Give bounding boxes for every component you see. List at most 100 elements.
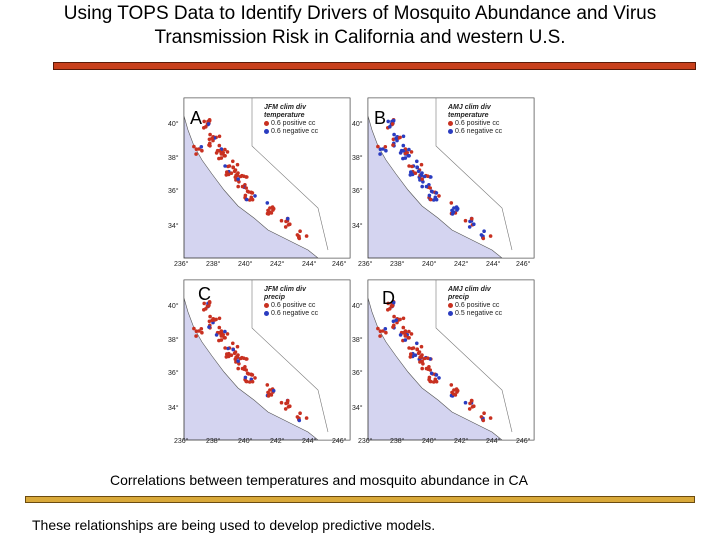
lon-label-240: 240°: [238, 261, 253, 268]
positive-station-dot: [237, 362, 241, 366]
positive-station-dot: [391, 325, 395, 329]
positive-station-dot: [219, 333, 224, 338]
negative-station-dot: [407, 147, 411, 152]
legend-b-title-1: AMJ clim div: [448, 104, 491, 111]
positive-station-dot: [298, 411, 302, 415]
negative-station-dot: [424, 184, 429, 189]
positive-station-dot: [284, 401, 288, 406]
footer-text: These relationships are being used to de…: [32, 517, 436, 533]
positive-station-dot: [210, 318, 214, 322]
positive-station-dot: [437, 194, 441, 198]
positive-station-dot: [297, 236, 302, 241]
map-panel-c: C JFM clim div precip 0.6 positive cc 0.…: [168, 272, 356, 452]
positive-station-dot: [409, 352, 413, 356]
positive-station-dot: [200, 330, 204, 335]
state-border: [251, 98, 329, 251]
legend-c: JFM clim div precip 0.6 positive cc 0.6 …: [264, 286, 318, 318]
positive-station-dot: [222, 336, 226, 340]
map-panel-d: D AMJ clim div precip 0.6 positive cc 0.…: [352, 272, 540, 452]
panel-letter-b: B: [374, 108, 387, 128]
land-area: [183, 97, 351, 259]
map-panel-b: B AMJ clim div temperature 0.6 positive …: [352, 90, 540, 270]
lat-label-34: 34°: [352, 223, 363, 230]
lon-label-240: 240°: [422, 261, 437, 268]
positive-station-dot: [407, 329, 411, 334]
negative-station-dot: [415, 341, 419, 346]
negative-station-dot: [378, 147, 383, 151]
positive-station-dot: [481, 418, 486, 423]
legend-d-title-1: AMJ clim div: [448, 286, 491, 293]
positive-station-dot: [217, 143, 222, 148]
lon-label-236: 236°: [358, 261, 373, 268]
positive-dot-icon: [448, 302, 453, 308]
positive-station-dot: [467, 407, 472, 411]
positive-station-dot: [265, 383, 270, 387]
positive-station-dot: [376, 144, 380, 149]
positive-station-dot: [207, 319, 212, 324]
positive-station-dot: [378, 329, 383, 333]
negative-station-dot: [394, 136, 398, 140]
positive-station-dot: [236, 366, 240, 371]
positive-station-dot: [434, 379, 439, 384]
positive-station-dot: [202, 301, 206, 306]
negative-station-dot: [401, 134, 406, 139]
positive-station-dot: [241, 174, 246, 178]
positive-station-dot: [428, 379, 433, 384]
positive-station-dot: [207, 300, 212, 305]
negative-station-dot: [406, 154, 410, 158]
positive-station-dot: [428, 197, 433, 202]
positive-station-dot: [463, 218, 468, 223]
positive-station-dot: [208, 314, 212, 319]
positive-station-dot: [407, 164, 411, 168]
negative-station-dot: [207, 325, 211, 329]
positive-station-dot: [224, 173, 229, 177]
negative-station-dot: [214, 333, 219, 337]
legend-a-title-1: JFM clim div: [264, 104, 307, 111]
positive-station-dot: [420, 177, 424, 181]
positive-station-dot: [245, 189, 250, 194]
lon-label-246: 246°: [332, 261, 347, 268]
negative-station-dot: [401, 149, 405, 153]
lat-label-34: 34°: [168, 223, 179, 230]
positive-station-dot: [401, 316, 406, 321]
positive-station-dot: [403, 151, 408, 156]
negative-station-dot: [472, 222, 476, 226]
positive-station-dot: [202, 119, 206, 124]
positive-station-dot: [407, 346, 411, 350]
positive-station-dot: [226, 164, 230, 169]
lat-label-36: 36°: [168, 370, 179, 377]
title-line-1: Using TOPS Data to Identify Drivers of M…: [63, 3, 657, 24]
negative-station-dot: [391, 300, 396, 305]
lat-label-40: 40°: [352, 303, 363, 310]
positive-station-dot: [245, 371, 250, 376]
lon-label-244: 244°: [486, 261, 501, 268]
positive-station-dot: [200, 148, 204, 153]
land-area: [367, 279, 535, 441]
positive-station-dot: [409, 332, 414, 336]
lon-label-236: 236°: [358, 438, 373, 445]
legend-d: AMJ clim div precip 0.6 positive cc 0.5 …: [448, 286, 502, 318]
positive-station-dot: [428, 186, 432, 190]
positive-station-dot: [386, 301, 390, 306]
positive-station-dot: [235, 344, 240, 349]
negative-station-dot: [271, 388, 276, 393]
lon-label-238: 238°: [206, 261, 221, 268]
positive-station-dot: [451, 392, 456, 396]
positive-station-dot: [243, 193, 248, 198]
negative-station-dot: [265, 201, 270, 205]
positive-station-dot: [381, 329, 385, 333]
negative-station-dot: [384, 148, 388, 153]
negative-station-dot: [427, 193, 432, 198]
positive-station-dot: [231, 159, 235, 164]
positive-station-dot: [217, 134, 222, 139]
positive-station-dot: [238, 174, 243, 179]
positive-station-dot: [422, 356, 427, 361]
negative-station-dot: [253, 194, 257, 198]
panel-letter-c: C: [198, 284, 211, 304]
legend-c-title-1: JFM clim div: [264, 286, 307, 293]
positive-station-dot: [192, 326, 196, 331]
lat-label-36: 36°: [168, 188, 179, 195]
legend-b-pos: 0.6 positive cc: [455, 120, 500, 127]
panel-letter-a: A: [190, 108, 203, 128]
positive-station-dot: [449, 201, 454, 205]
